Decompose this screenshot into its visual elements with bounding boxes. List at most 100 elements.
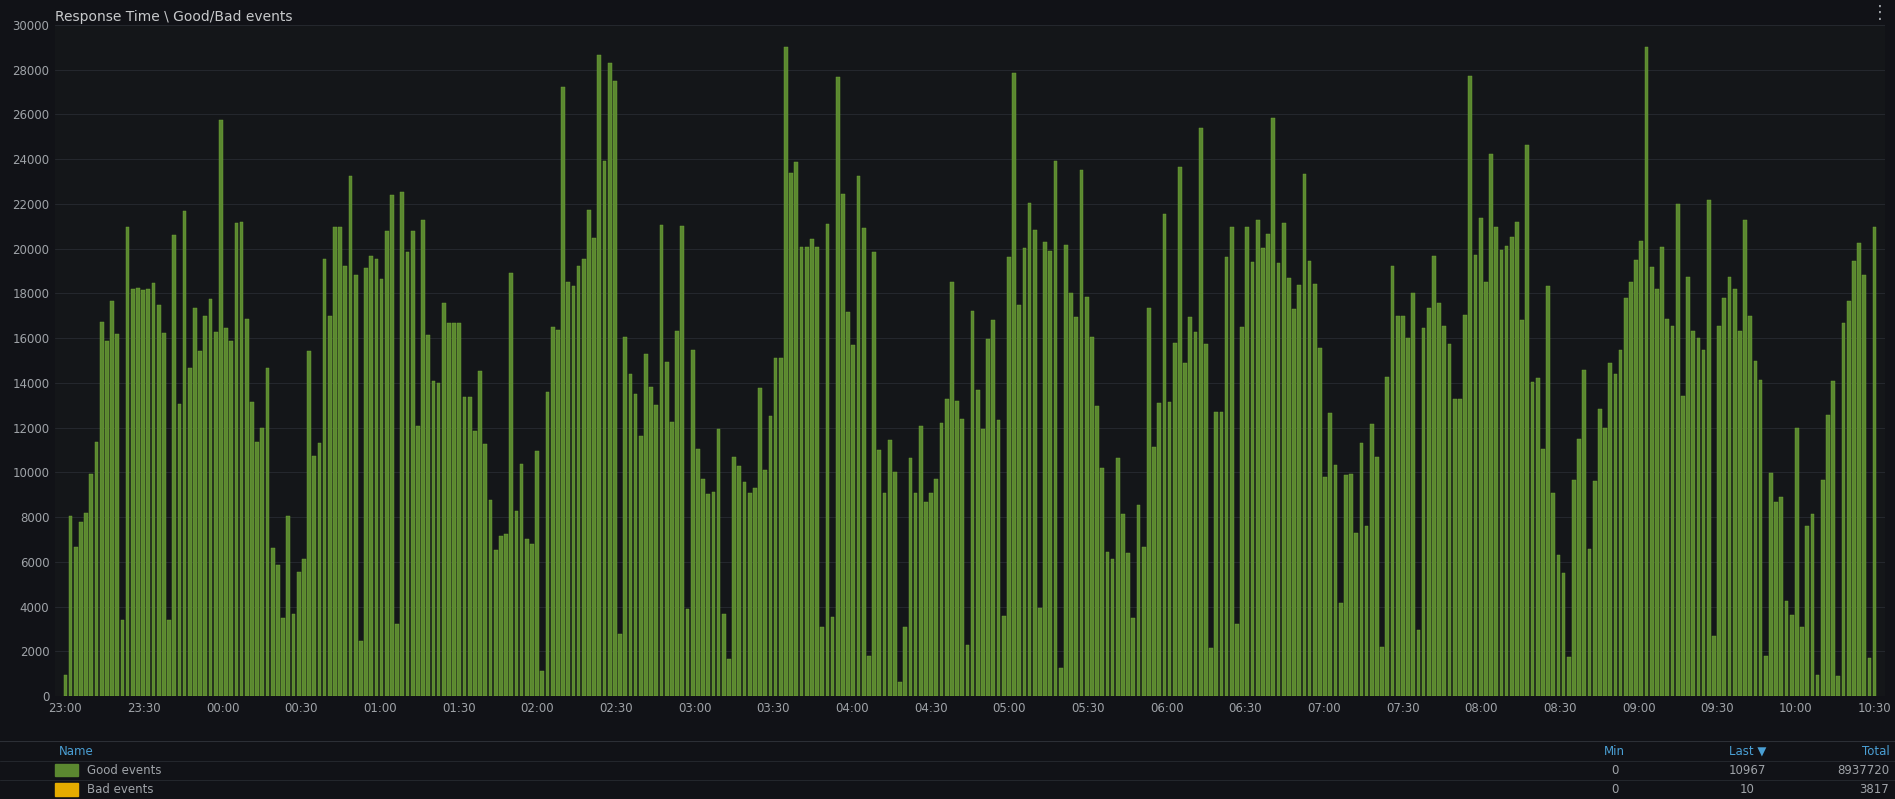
Bar — [1848, 301, 1851, 696]
Bar — [603, 161, 606, 696]
Bar — [1531, 382, 1535, 696]
Bar — [821, 626, 824, 696]
Bar — [1203, 344, 1207, 696]
Bar — [949, 283, 953, 696]
Bar — [1281, 223, 1285, 696]
Bar — [1298, 285, 1302, 696]
Bar — [665, 362, 669, 696]
Bar — [182, 211, 186, 696]
Bar — [1525, 145, 1529, 696]
Bar — [546, 392, 550, 696]
Bar — [1651, 267, 1654, 696]
Bar — [1815, 675, 1819, 696]
Bar — [1146, 308, 1150, 696]
Bar — [1810, 515, 1814, 696]
Bar — [1484, 282, 1488, 696]
Bar — [301, 559, 305, 696]
Bar — [671, 422, 675, 696]
Bar — [561, 87, 565, 696]
Bar — [1018, 305, 1021, 696]
Bar — [208, 300, 212, 696]
Bar — [74, 547, 78, 696]
Bar — [436, 383, 440, 696]
Bar — [1738, 331, 1742, 696]
Bar — [904, 627, 908, 696]
Bar — [318, 443, 322, 696]
Bar — [1012, 73, 1016, 696]
Bar — [608, 63, 612, 696]
Bar — [1478, 218, 1482, 696]
Bar — [1753, 361, 1757, 696]
Bar — [462, 397, 466, 696]
Bar — [292, 614, 296, 696]
Bar — [1552, 492, 1556, 696]
Bar — [146, 289, 150, 696]
Bar — [940, 423, 944, 696]
Bar — [680, 226, 684, 696]
Bar — [1370, 424, 1374, 696]
Bar — [271, 548, 275, 696]
Bar — [1256, 221, 1260, 696]
Bar — [779, 358, 783, 696]
Bar — [1002, 616, 1006, 696]
Bar — [322, 259, 326, 696]
Bar — [919, 426, 923, 696]
Bar — [1143, 547, 1146, 696]
Bar — [572, 286, 576, 696]
Bar — [612, 81, 616, 696]
Bar — [421, 221, 424, 696]
Bar — [1048, 252, 1052, 696]
Bar — [298, 572, 301, 696]
Bar — [1546, 285, 1550, 696]
Bar — [1594, 481, 1597, 696]
Bar — [1054, 161, 1057, 696]
Bar — [567, 282, 570, 696]
Bar — [1334, 465, 1338, 696]
Bar — [1080, 169, 1084, 696]
Bar — [495, 550, 498, 696]
Bar — [241, 221, 243, 696]
Bar — [1137, 505, 1141, 696]
Bar — [749, 494, 752, 696]
Bar — [1516, 222, 1518, 696]
Bar — [1707, 200, 1711, 696]
Bar — [1209, 648, 1213, 696]
Bar — [1126, 553, 1129, 696]
Bar — [1868, 658, 1872, 696]
Bar — [946, 399, 949, 696]
Bar — [1194, 332, 1198, 696]
Bar — [224, 328, 227, 696]
Bar — [277, 565, 280, 696]
Bar — [83, 513, 87, 696]
Bar — [1499, 250, 1503, 696]
Bar — [256, 443, 260, 696]
Bar — [307, 351, 311, 696]
Bar — [1789, 614, 1793, 696]
Bar — [1469, 77, 1472, 696]
Bar — [1633, 260, 1637, 696]
Bar — [1645, 47, 1649, 696]
Bar — [1380, 647, 1383, 696]
Bar — [1417, 630, 1419, 696]
Bar — [654, 405, 658, 696]
Bar — [1743, 220, 1747, 696]
Bar — [1660, 247, 1664, 696]
Bar — [1696, 339, 1700, 696]
Bar — [675, 331, 678, 696]
Bar — [525, 539, 529, 696]
Bar — [961, 419, 965, 696]
Bar — [1749, 316, 1753, 696]
Bar — [1567, 657, 1571, 696]
Bar — [1732, 289, 1736, 696]
Bar — [1609, 363, 1613, 696]
Bar — [1639, 240, 1643, 696]
Bar — [1412, 293, 1416, 696]
Bar — [743, 483, 747, 696]
Bar — [758, 388, 762, 696]
Bar — [1687, 277, 1690, 696]
Bar — [785, 47, 788, 696]
Bar — [280, 618, 284, 696]
Bar — [1785, 602, 1789, 696]
Bar — [214, 332, 218, 696]
Bar — [629, 374, 633, 696]
